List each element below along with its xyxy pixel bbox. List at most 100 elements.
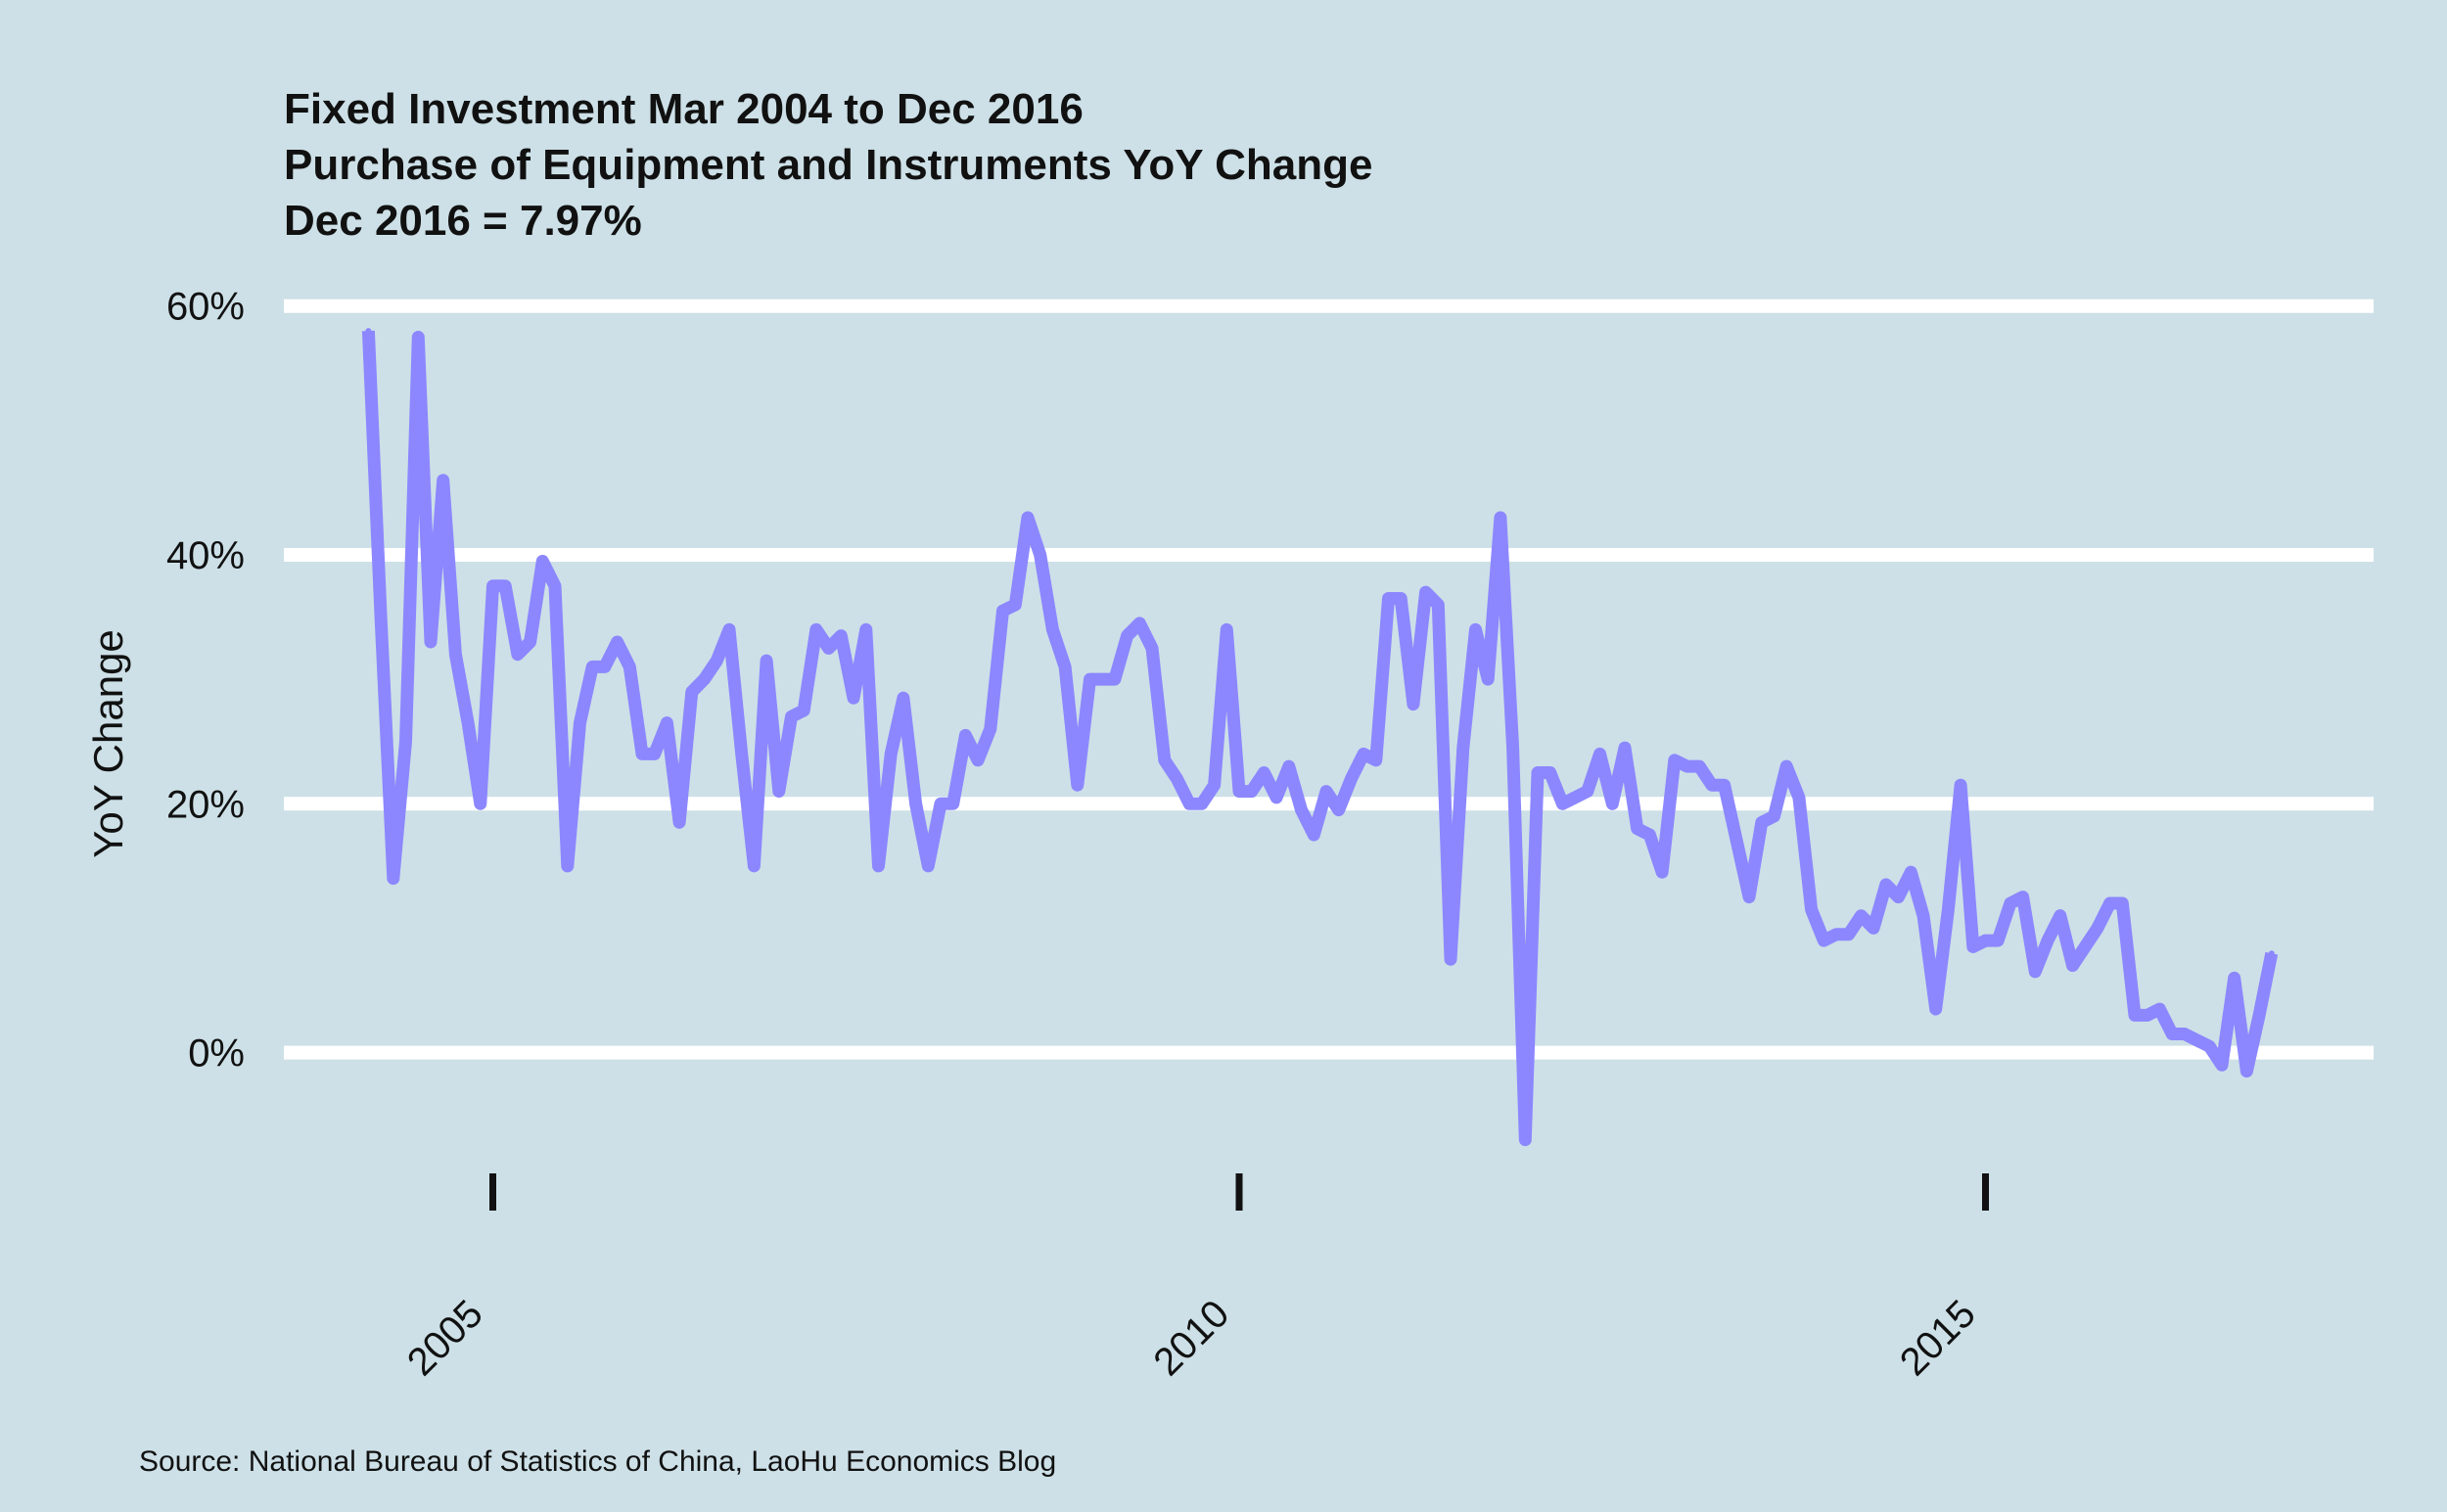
data-point	[1783, 763, 1790, 770]
data-point	[1958, 782, 1964, 789]
data-point	[2082, 943, 2089, 950]
data-point	[527, 639, 533, 645]
data-point	[1099, 676, 1106, 683]
data-point	[1833, 931, 1839, 938]
data-point	[514, 651, 521, 658]
data-point	[1684, 763, 1690, 770]
data-point	[1485, 676, 1492, 683]
x-tick-label: 2005	[399, 1292, 491, 1384]
y-axis-title: YoY Change	[85, 629, 131, 858]
data-point	[1012, 601, 1019, 608]
data-point	[1535, 769, 1541, 776]
data-point	[701, 676, 708, 683]
data-point	[365, 328, 372, 335]
data-point	[1149, 645, 1155, 652]
data-point	[2094, 925, 2101, 932]
data-point	[1945, 906, 1952, 913]
chart-title-line-1: Fixed Investment Mar 2004 to Dec 2016	[284, 85, 1084, 133]
data-point	[390, 875, 396, 882]
chart-title-line-3: Dec 2016 = 7.97%	[284, 197, 642, 245]
data-point	[2119, 900, 2126, 906]
data-point	[1385, 595, 1392, 602]
data-point	[1821, 938, 1827, 944]
data-point	[688, 688, 695, 695]
data-point	[788, 713, 795, 720]
chart-title-line-2: Purchase of Equipment and Instruments Yo…	[284, 141, 1372, 189]
data-point	[1708, 782, 1715, 789]
data-point	[1037, 552, 1043, 558]
data-point	[1808, 906, 1815, 913]
data-point	[962, 732, 969, 739]
data-point	[1298, 806, 1305, 813]
data-point	[1995, 938, 2002, 944]
data-point	[1547, 769, 1553, 776]
data-point	[1882, 881, 1889, 888]
data-point	[1795, 794, 1802, 801]
data-point	[1932, 1006, 1939, 1013]
data-point	[2032, 968, 2039, 975]
data-point	[1025, 514, 1031, 521]
data-point	[2169, 1031, 2176, 1037]
data-point	[1634, 825, 1640, 832]
data-point	[938, 801, 944, 807]
data-point	[801, 707, 808, 713]
data-point	[639, 751, 645, 757]
data-point	[664, 719, 670, 726]
data-point	[1236, 788, 1242, 795]
data-point	[875, 862, 882, 869]
data-point	[502, 582, 509, 589]
data-point	[1671, 756, 1678, 763]
data-point	[862, 626, 869, 633]
data-point	[1969, 943, 1976, 950]
y-tick-label: 60%	[166, 286, 245, 329]
data-point	[552, 582, 558, 589]
data-point	[1086, 676, 1093, 683]
data-point	[1845, 931, 1852, 938]
data-point	[838, 632, 845, 639]
data-point	[812, 626, 819, 633]
data-point	[738, 751, 745, 757]
data-point	[577, 719, 583, 726]
data-point	[1572, 794, 1579, 801]
data-point	[539, 558, 546, 565]
x-tick-label: 2015	[1892, 1292, 1984, 1384]
y-axis-tick-labels: 0% 20% 40% 60%	[166, 286, 245, 1076]
data-point	[1509, 745, 1516, 752]
data-point	[1559, 801, 1566, 807]
data-point	[2181, 1031, 2188, 1037]
data-point	[465, 719, 472, 726]
data-point	[999, 608, 1006, 615]
data-point	[601, 664, 608, 670]
x-tick-label: 2010	[1145, 1292, 1237, 1384]
data-point	[2243, 1068, 2250, 1075]
data-point	[775, 788, 782, 795]
data-point	[439, 477, 446, 483]
data-point	[1348, 775, 1355, 782]
data-point	[2219, 1062, 2225, 1069]
data-point	[825, 645, 832, 652]
data-point	[1273, 794, 1280, 801]
data-point	[2206, 1043, 2213, 1050]
data-point	[1198, 801, 1205, 807]
data-point	[751, 862, 758, 869]
data-point	[2019, 893, 2026, 900]
data-point	[714, 658, 720, 664]
data-point	[1733, 838, 1740, 845]
data-point	[1248, 788, 1255, 795]
data-point	[626, 664, 633, 670]
data-point	[2144, 1012, 2150, 1019]
x-axis-ticks: 2005 2010 2015	[399, 1173, 1989, 1384]
data-point	[2056, 912, 2063, 919]
data-point	[2106, 900, 2113, 906]
data-point	[1136, 619, 1143, 626]
data-point	[2069, 962, 2076, 969]
data-point	[925, 862, 932, 869]
data-point	[912, 801, 919, 807]
series-layer	[361, 328, 2279, 1147]
data-point	[2193, 1036, 2200, 1043]
data-point	[1435, 601, 1442, 608]
data-point	[1161, 756, 1168, 763]
data-point	[1174, 775, 1180, 782]
data-point	[1111, 676, 1118, 683]
